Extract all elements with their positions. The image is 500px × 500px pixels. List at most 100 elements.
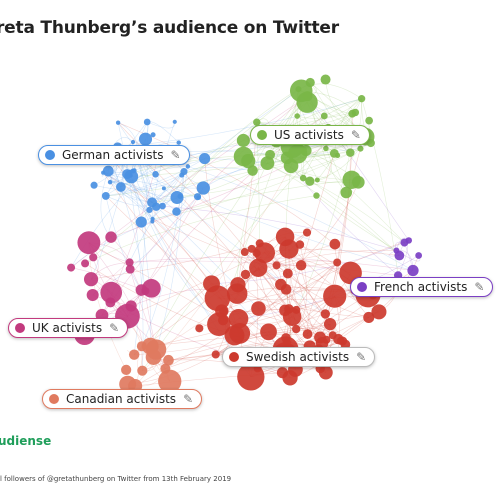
node	[237, 363, 265, 391]
node	[176, 140, 181, 145]
node	[333, 333, 344, 345]
node	[193, 193, 202, 201]
node	[320, 74, 331, 85]
edge	[176, 88, 299, 198]
node	[90, 181, 98, 189]
edge	[135, 151, 321, 369]
edge	[155, 267, 259, 350]
edge	[163, 188, 326, 315]
node	[236, 133, 250, 147]
node	[282, 370, 298, 386]
node	[159, 202, 166, 210]
cluster-label: US activists	[274, 128, 344, 142]
edge	[239, 240, 409, 334]
edge	[134, 170, 414, 271]
cluster-label: UK activists	[32, 321, 103, 335]
node	[150, 132, 156, 138]
edge	[130, 176, 220, 325]
footnote: l followers of @gretathunberg on Twitter…	[0, 475, 232, 483]
node	[124, 169, 139, 184]
edge	[93, 174, 182, 191]
node	[125, 264, 135, 274]
node	[394, 250, 405, 261]
edge	[151, 146, 293, 203]
edge	[131, 153, 335, 177]
node	[130, 139, 136, 145]
pencil-icon[interactable]: ✎	[350, 128, 361, 142]
edge	[307, 262, 338, 335]
node	[195, 324, 204, 333]
node	[279, 239, 299, 259]
label-uk-activists[interactable]: UK activists ✎	[8, 318, 129, 338]
edge	[309, 180, 405, 243]
node	[147, 197, 158, 208]
node	[415, 252, 423, 259]
edge	[334, 98, 362, 154]
node	[292, 324, 301, 334]
node	[282, 307, 302, 326]
node	[315, 337, 329, 350]
node	[81, 259, 90, 268]
edge	[269, 154, 352, 181]
edge	[117, 122, 302, 266]
node	[289, 79, 313, 103]
cluster-dot	[45, 150, 55, 160]
node	[89, 253, 98, 262]
edge	[105, 174, 182, 197]
edge	[285, 262, 338, 338]
cluster-label: Canadian activists	[66, 392, 177, 406]
node	[172, 207, 181, 216]
node	[145, 339, 167, 360]
pencil-icon[interactable]: ✎	[183, 392, 194, 406]
pencil-icon[interactable]: ✎	[356, 350, 367, 364]
cluster-dot	[15, 323, 25, 333]
edge	[358, 98, 362, 129]
node	[199, 153, 211, 165]
node	[115, 120, 121, 125]
edge	[147, 121, 176, 129]
edge	[70, 95, 308, 268]
node	[185, 164, 191, 169]
label-us-activists[interactable]: US activists ✎	[250, 125, 370, 145]
node	[128, 349, 140, 360]
edge	[105, 166, 188, 197]
edge	[105, 158, 205, 197]
node	[260, 323, 277, 341]
label-german-activists[interactable]: German activists ✎	[38, 145, 190, 165]
node	[275, 278, 287, 291]
edge	[103, 172, 204, 189]
edge	[290, 165, 399, 276]
node	[299, 174, 307, 182]
node	[302, 329, 313, 339]
node	[142, 279, 161, 298]
node	[313, 192, 320, 199]
node	[282, 268, 293, 279]
node	[180, 168, 188, 176]
node	[294, 113, 301, 119]
pencil-icon[interactable]: ✎	[170, 148, 181, 162]
node	[320, 309, 331, 319]
cluster-label: German activists	[62, 148, 164, 162]
edge	[152, 196, 198, 220]
node	[83, 272, 99, 287]
node	[249, 258, 268, 277]
pencil-icon[interactable]: ✎	[109, 321, 120, 335]
node	[371, 304, 387, 320]
node	[358, 95, 366, 103]
node	[342, 170, 361, 189]
label-swedish-activists[interactable]: Swedish activists ✎	[222, 347, 376, 367]
label-french-activists[interactable]: French activists ✎	[350, 277, 494, 297]
edge	[130, 176, 151, 347]
edge	[317, 148, 332, 181]
node	[233, 146, 254, 167]
label-canadian-activists[interactable]: Canadian activists ✎	[42, 389, 203, 409]
edge	[267, 162, 400, 256]
node	[152, 171, 159, 178]
node	[240, 248, 249, 257]
cluster-label: Swedish activists	[246, 350, 350, 364]
node	[302, 228, 312, 237]
pencil-icon[interactable]: ✎	[474, 280, 485, 294]
node	[253, 118, 261, 126]
node	[254, 242, 276, 264]
node	[105, 231, 117, 243]
